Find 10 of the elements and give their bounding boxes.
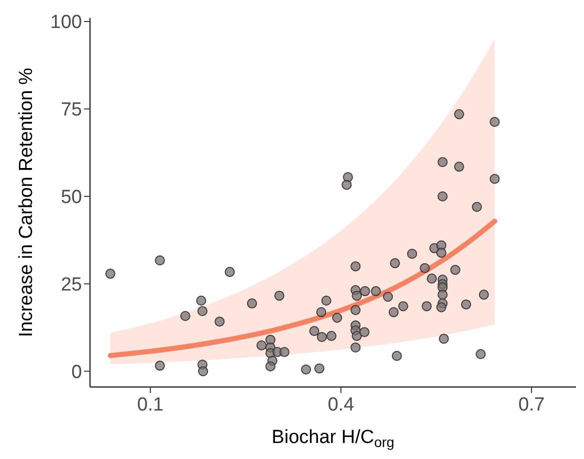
y-tick-label: 100 xyxy=(50,12,82,34)
x-axis-title: Biochar H/C$_{org}$ xyxy=(272,427,394,450)
x-tick-label: 0.4 xyxy=(328,394,355,416)
y-tick-label: 75 xyxy=(60,100,82,121)
x-tick-label: 0.1 xyxy=(137,394,164,416)
y-tick-label: 50 xyxy=(60,187,82,208)
y-tick-label: 0 xyxy=(71,362,82,384)
y-tick-label: 25 xyxy=(60,274,82,296)
x-tick-label: 0.7 xyxy=(518,394,545,416)
y-axis-title: Increase in Carbon Retention % xyxy=(16,68,37,338)
